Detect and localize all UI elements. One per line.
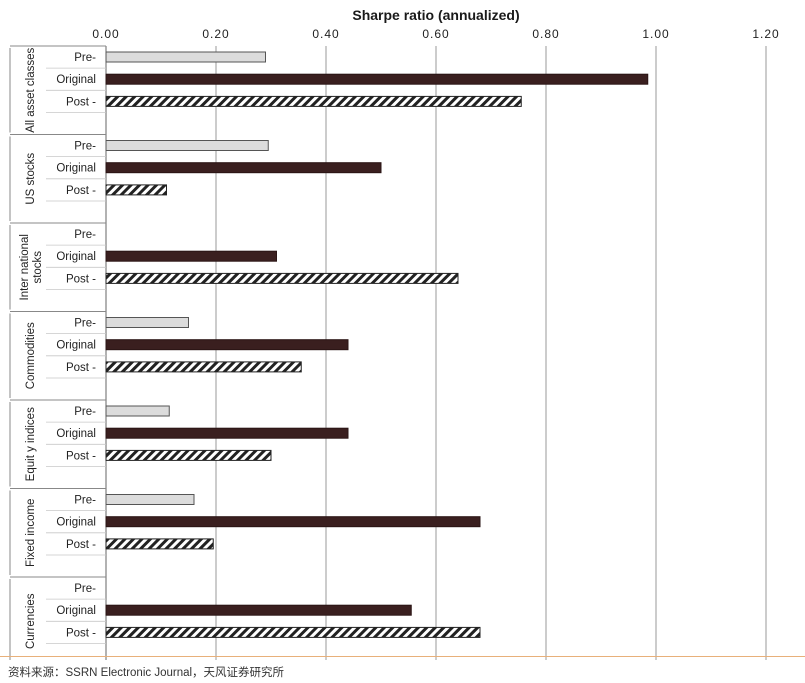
bar-fixed-income-post	[105, 538, 214, 550]
row-label: Pre-	[74, 495, 96, 507]
group-label-line: Equit y indices	[25, 407, 37, 481]
bar-us-stocks-post	[105, 184, 167, 196]
chart-title: Sharpe ratio (annualized)	[352, 7, 519, 23]
bar-commodities-pre	[105, 317, 189, 328]
group-label-line: All asset classes	[25, 48, 37, 133]
bar-fixed-income-pre	[105, 494, 195, 505]
x-tick-label: 0.20	[202, 27, 229, 41]
x-tick-label: 0.40	[312, 27, 339, 41]
footer-rule	[0, 656, 805, 657]
bar-commodities-post	[105, 361, 302, 373]
group-label: Inter nationalstocks	[19, 234, 44, 301]
category-frame	[9, 45, 106, 660]
row-label: Post -	[66, 96, 96, 108]
row-label: Pre-	[74, 406, 96, 418]
row-label: Post -	[66, 362, 96, 374]
row-label: Post -	[66, 273, 96, 285]
group-label-line: Currencies	[25, 593, 37, 649]
row-label: Post -	[66, 450, 96, 462]
row-label: Pre-	[74, 318, 96, 330]
group-label: Fixed income	[25, 499, 37, 567]
bar-us-stocks-pre	[105, 140, 269, 151]
group-label-line: Inter national	[19, 234, 31, 301]
group-label: All asset classes	[25, 48, 37, 133]
x-tick-label: 0.60	[422, 27, 449, 41]
group-label-line: Fixed income	[25, 499, 37, 567]
x-tick-label: 0.00	[92, 27, 119, 41]
row-label: Pre-	[74, 583, 96, 595]
bar-equit-y-indices-pre	[105, 405, 170, 417]
x-tick-label: 0.80	[532, 27, 559, 41]
bar-all-asset-classes-pre	[105, 51, 266, 63]
x-tick-label: 1.00	[642, 27, 669, 41]
bar-inter-national-stocks-post	[105, 272, 459, 284]
row-label: Original	[56, 251, 96, 263]
group-label: Equit y indices	[25, 407, 37, 481]
bar-fixed-income-original	[105, 516, 481, 528]
bar-equit-y-indices-original	[105, 427, 349, 439]
bar-all-asset-classes-post	[105, 95, 522, 107]
bar-currencies-original	[105, 604, 412, 616]
sharpe-ratio-chart: Sharpe ratio (annualized) 0.00 0.20 0.40 0.…	[9, 7, 779, 660]
row-label: Original	[56, 428, 96, 440]
row-label: Original	[56, 605, 96, 617]
group-label-line: stocks	[32, 251, 44, 284]
row-label: Original	[56, 74, 96, 86]
row-label: Post -	[66, 539, 96, 551]
row-label: Pre-	[74, 229, 96, 241]
bars	[105, 51, 649, 638]
bar-commodities-original	[105, 339, 349, 351]
row-label: Original	[56, 163, 96, 175]
bar-us-stocks-original	[105, 162, 382, 174]
x-axis-ticks: 0.00 0.20 0.40 0.60 0.80 1.00 1.20	[92, 27, 779, 41]
category-labels: All asset classes Pre- Original Post - US st…	[19, 48, 96, 650]
group-label: Currencies	[25, 593, 37, 649]
bar-inter-national-stocks-original	[105, 250, 277, 262]
bar-currencies-post	[105, 626, 481, 638]
source-note: 资料来源：SSRN Electronic Journal，天风证券研究所	[8, 667, 285, 679]
group-label-line: Commodities	[25, 322, 37, 389]
row-label: Post -	[66, 185, 96, 197]
group-label-line: US stocks	[25, 153, 37, 205]
row-label: Original	[56, 517, 96, 529]
row-label: Pre-	[74, 52, 96, 64]
row-label: Post -	[66, 627, 96, 639]
row-label: Pre-	[74, 141, 96, 153]
row-label: Original	[56, 340, 96, 352]
bar-equit-y-indices-post	[105, 449, 272, 461]
bar-all-asset-classes-original	[105, 73, 649, 85]
gridlines	[105, 46, 767, 660]
x-tick-label: 1.20	[752, 27, 779, 41]
group-label: Commodities	[25, 322, 37, 389]
group-label: US stocks	[25, 153, 37, 205]
